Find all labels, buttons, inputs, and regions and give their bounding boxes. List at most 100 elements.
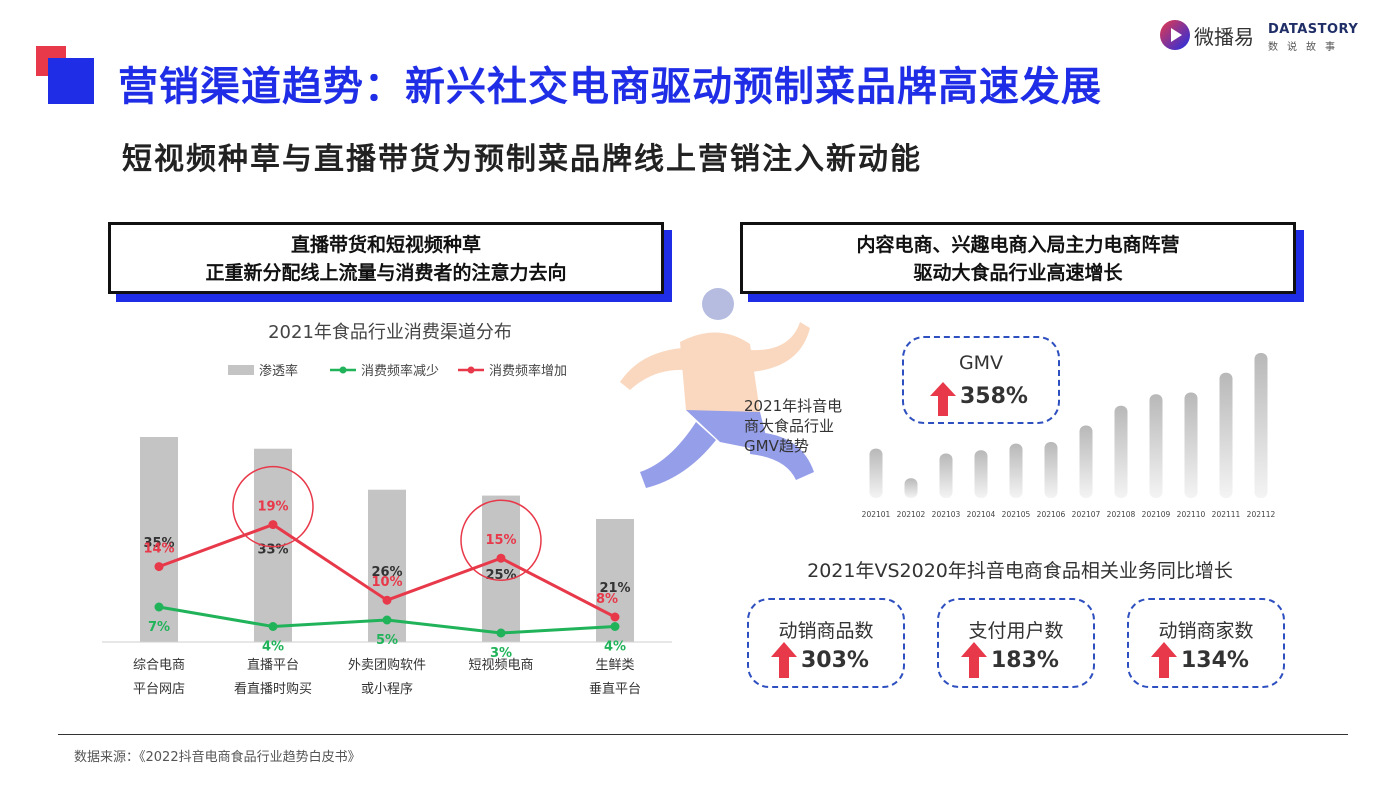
bar-penetration [254,448,292,642]
up-arrow-icon [1151,642,1177,678]
freq-decrease-point [382,615,392,625]
kpi-label: 动销商品数 [778,620,874,642]
kpi-label: 支付用户数 [968,620,1064,642]
freq-decrease-point [268,622,278,631]
bar-label: 21% [599,581,630,596]
gmv-month-label: 202106 [1037,510,1066,519]
freq-increase-point [154,562,164,572]
legend-label: 消费频率增加 [489,363,567,379]
gmv-trend-chart: 202101 202102 202103 202104 202105 202106 2021… [862,353,1276,519]
page-title: 营销渠道趋势：新兴社交电商驱动预制菜品牌高速发展 [118,64,1102,110]
gmv-chart-label: 2021年抖音电商大食品行业GMV趋势 [744,397,843,455]
freq-increase-label: 19% [257,500,288,515]
freq-increase-point [268,520,278,530]
freq-increase-label: 10% [371,575,402,590]
left-callout-line2: 正重新分配线上流量与消费者的注意力去向 [205,262,567,284]
legend-swatch-dot [339,366,347,374]
right-callout-line1: 内容电商、兴趣电商入局主力电商阵营 [856,234,1180,256]
gmv-bar [1079,425,1093,498]
category-label: 垂直平台 [589,682,641,697]
channel-chart-title: 2021年食品行业消费渠道分布 [268,322,512,343]
kpi-value: 303% [801,648,869,673]
left-callout: 直播带货和短视频种草 正重新分配线上流量与消费者的注意力去向 [108,222,664,294]
freq-decrease-label: 4% [604,640,626,655]
up-arrow-icon [930,382,956,416]
kpi-value: 183% [991,648,1059,673]
category-label: 生鲜类 [595,658,634,673]
datastory-logo-cn: 数说故事 [1268,42,1344,53]
legend-label: 消费频率减少 [361,363,439,379]
category-label: 直播平台 [247,658,299,673]
category-label: 或小程序 [361,682,413,697]
left-callout-line1: 直播带货和短视频种草 [290,234,481,256]
category-label: 外卖团购软件 [348,657,426,673]
up-arrow-icon [771,642,797,678]
kpi-label: 动销商家数 [1158,620,1254,642]
legend-label: 渗透率 [259,363,298,379]
legend-swatch-dot [467,366,475,374]
freq-decrease-label: 3% [490,646,512,661]
gmv-bar [1149,394,1163,498]
gmv-month-label: 202109 [1142,510,1171,519]
gmv-bar [939,453,953,498]
freq-decrease-label: 7% [148,620,170,635]
right-callout: 内容电商、兴趣电商入局主力电商阵营 驱动大食品行业高速增长 [740,222,1296,294]
up-arrow-icon [961,642,987,678]
freq-increase-point [610,612,620,622]
page-subtitle: 短视频种草与直播带货为预制菜品牌线上营销注入新动能 [122,142,922,177]
gmv-month-label: 202111 [1212,510,1241,519]
category-label: 短视频电商 [468,658,533,673]
gmv-bar [1219,372,1233,498]
gmv-month-label: 202108 [1107,510,1136,519]
kpi-value: 134% [1181,648,1249,673]
kpi-card: 动销商家数 134% [1127,598,1285,688]
gmv-bar [1184,392,1198,498]
runner-illustration [620,288,814,488]
gmv-bar [1044,441,1058,498]
category-label: 平台网店 [133,682,185,697]
bar-label: 35% [143,536,174,551]
play-logo-icon [1160,20,1190,50]
weibo-yi-logo-text: 微播易 [1194,24,1254,49]
yoy-growth-title: 2021年VS2020年抖音电商食品相关业务同比增长 [807,560,1233,582]
gmv-growth-label: GMV [958,352,1004,374]
data-source: 数据来源：《2022抖音电商食品行业趋势白皮书》 [74,750,361,765]
gmv-bar [904,478,918,498]
gmv-bar [974,450,988,498]
right-callout-line2: 驱动大食品行业高速增长 [913,262,1123,284]
gmv-month-label: 202105 [1002,510,1031,519]
gmv-bar [1114,405,1128,498]
highlight-circle [460,499,542,581]
gmv-month-label: 202110 [1177,510,1206,519]
freq-increase-label: 14% [143,542,174,557]
freq-increase-point [382,595,392,605]
category-label: 综合电商 [133,658,185,673]
bar-label: 26% [371,565,402,580]
freq-decrease-point [496,628,506,638]
freq-decrease-label: 4% [262,640,284,655]
freq-decrease-label: 5% [376,633,398,648]
weibo-yi-logo: 微播易 [1160,20,1254,50]
gmv-month-label: 202101 [862,510,891,519]
gmv-bar [869,448,883,498]
freq-increase-label: 15% [485,533,516,548]
gmv-growth-box: GMV 358% [902,336,1060,424]
bar-penetration [482,495,520,642]
freq-increase-label: 8% [596,592,618,607]
gmv-bar [1254,353,1268,498]
gmv-month-label: 202112 [1247,510,1276,519]
gmv-month-label: 202103 [932,510,961,519]
category-label: 看直播时购买 [234,681,312,697]
freq-decrease-point [154,602,164,612]
legend-swatch-bar [228,365,254,375]
gmv-month-label: 202104 [967,510,996,519]
gmv-growth-value: 358% [960,384,1028,409]
gmv-month-label: 202107 [1072,510,1101,519]
kpi-card: 动销商品数 303% [747,598,905,688]
corner-decoration-blue [48,58,94,104]
datastory-logo: DATASTORY 数说故事 [1268,22,1372,53]
footer-divider [58,734,1348,735]
freq-decrease-point [610,622,620,631]
kpi-card: 支付用户数 183% [937,598,1095,688]
